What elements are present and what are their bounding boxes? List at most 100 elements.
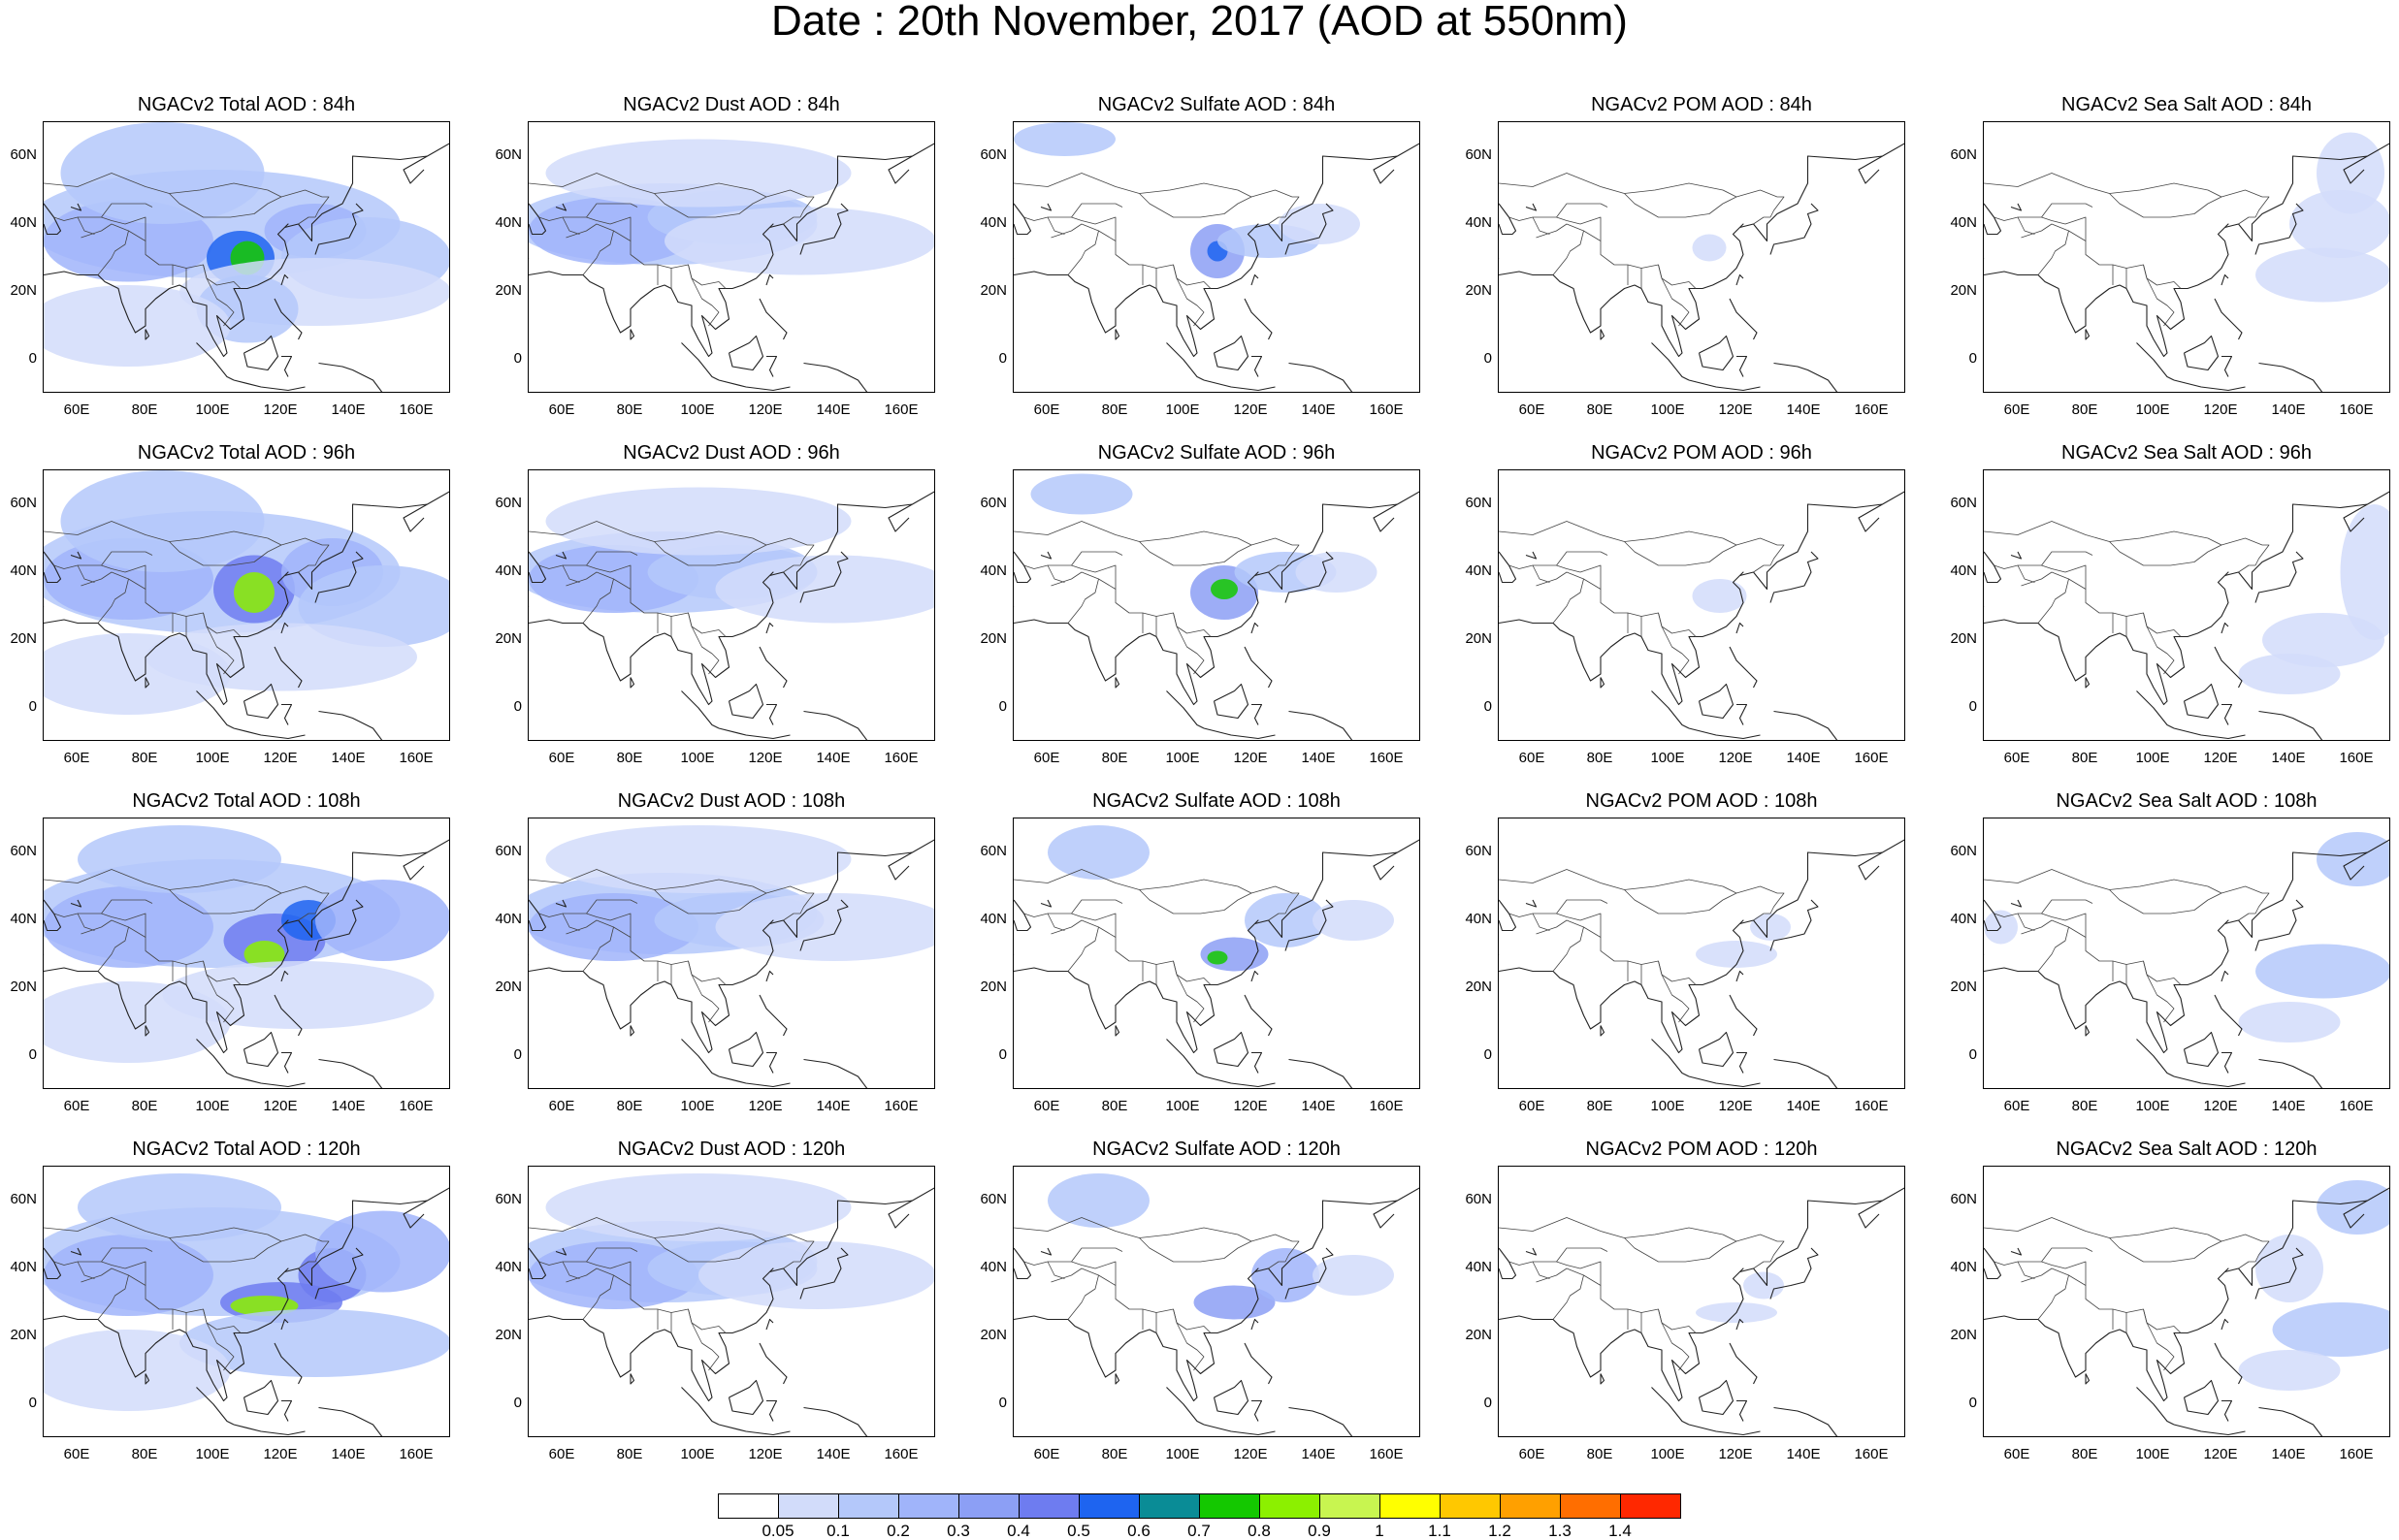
longitude-tick-label: 160E xyxy=(1369,1098,1404,1114)
latitude-tick-label: 60N xyxy=(495,146,522,163)
longitude-tick-label: 120E xyxy=(748,401,783,418)
longitude-tick-label: 80E xyxy=(131,401,158,418)
latitude-tick-label: 0 xyxy=(1968,698,1977,715)
aod-plume xyxy=(2238,1350,2341,1391)
colorbar-tick-label: 1.4 xyxy=(1608,1522,1632,1540)
latitude-tick-label: 0 xyxy=(28,1046,37,1063)
colorbar-swatch xyxy=(778,1493,839,1519)
longitude-tick-label: 160E xyxy=(399,1446,434,1462)
latitude-tick-label: 60N xyxy=(1950,146,1977,163)
aod-plume xyxy=(2255,247,2389,303)
longitude-tick-label: 140E xyxy=(1786,401,1821,418)
colorbar-swatch xyxy=(1079,1493,1140,1519)
aod-plume xyxy=(1295,552,1378,593)
latitude-tick-label: 40N xyxy=(1465,911,1492,927)
longitude-tick-label: 60E xyxy=(2003,750,2030,766)
longitude-tick-label: 100E xyxy=(195,1098,230,1114)
latitude-tick-label: 20N xyxy=(980,1327,1007,1343)
colorbar-tick-label: 0.4 xyxy=(1007,1522,1030,1540)
latitude-tick-label: 60N xyxy=(1465,1191,1492,1207)
longitude-tick-label: 60E xyxy=(1033,750,1060,766)
longitude-tick-label: 140E xyxy=(331,1098,366,1114)
aod-plume xyxy=(2340,504,2389,640)
map-frame xyxy=(1498,818,1905,1089)
latitude-tick-label: 20N xyxy=(1465,1327,1492,1343)
longitude-tick-label: 120E xyxy=(1233,1098,1268,1114)
aod-plume xyxy=(1030,473,1133,515)
longitude-tick-label: 80E xyxy=(2071,750,2098,766)
longitude-tick-label: 160E xyxy=(884,1446,919,1462)
longitude-tick-label: 60E xyxy=(548,750,575,766)
panel-title: NGACv2 Sea Salt AOD : 108h xyxy=(2056,790,2318,812)
latitude-tick-label: 0 xyxy=(513,1395,522,1411)
longitude-tick-label: 140E xyxy=(1301,750,1336,766)
latitude-tick-label: 0 xyxy=(28,350,37,367)
panel-title: NGACv2 Total AOD : 84h xyxy=(137,94,356,115)
aod-plume xyxy=(315,1210,449,1293)
longitude-tick-label: 120E xyxy=(1718,1098,1753,1114)
aod-plume xyxy=(2255,944,2389,999)
panel-title: NGACv2 Total AOD : 120h xyxy=(132,1139,361,1160)
map-panel: NGACv2 Total AOD : 96h 60N 40N 20N 0 60E 80E 10… xyxy=(10,442,450,766)
panel-title: NGACv2 POM AOD : 96h xyxy=(1591,442,1812,464)
longitude-tick-label: 60E xyxy=(2003,401,2030,418)
latitude-tick-label: 60N xyxy=(495,1191,522,1207)
aod-plume xyxy=(44,285,231,367)
latitude-tick-label: 40N xyxy=(1465,214,1492,231)
longitude-tick-label: 160E xyxy=(1854,401,1889,418)
aod-plume xyxy=(1696,941,1777,968)
latitude-tick-label: 40N xyxy=(980,911,1007,927)
latitude-tick-label: 0 xyxy=(1483,1046,1492,1063)
panel-title: NGACv2 Dust AOD : 96h xyxy=(623,442,840,464)
longitude-tick-label: 100E xyxy=(680,1098,715,1114)
map-frame xyxy=(528,121,935,393)
longitude-tick-label: 80E xyxy=(2071,401,2098,418)
latitude-tick-label: 40N xyxy=(10,911,37,927)
longitude-tick-label: 140E xyxy=(816,750,851,766)
longitude-tick-label: 80E xyxy=(1101,750,1128,766)
longitude-tick-label: 100E xyxy=(2135,750,2170,766)
longitude-tick-label: 120E xyxy=(263,750,298,766)
aod-plume xyxy=(1211,579,1238,599)
latitude-tick-label: 0 xyxy=(513,1046,522,1063)
latitude-tick-label: 20N xyxy=(10,630,37,647)
map-frame xyxy=(1983,818,2390,1089)
panel-grid: NGACv2 Total AOD : 84h 60N 40N 20N 0 60E 80E 10… xyxy=(10,94,2390,1462)
aod-plume xyxy=(44,633,231,715)
latitude-tick-label: 60N xyxy=(10,495,37,511)
longitude-tick-label: 160E xyxy=(399,1098,434,1114)
aod-plume xyxy=(715,893,934,961)
longitude-tick-label: 60E xyxy=(2003,1446,2030,1462)
colorbar-tick-label: 0.1 xyxy=(827,1522,850,1540)
colorbar-swatch xyxy=(1620,1493,1681,1519)
map-panel: NGACv2 Total AOD : 108h 60N 40N 20N 0 60E 80E 1… xyxy=(10,790,450,1114)
aod-plume xyxy=(162,961,435,1029)
latitude-tick-label: 20N xyxy=(1950,630,1977,647)
colorbar-swatch xyxy=(1199,1493,1260,1519)
aod-plume xyxy=(1193,1285,1276,1320)
map-panel: NGACv2 POM AOD : 120h 60N 40N 20N 0 60E 80E 100… xyxy=(1465,1139,1905,1462)
latitude-tick-label: 60N xyxy=(1465,843,1492,859)
longitude-tick-label: 60E xyxy=(1518,1446,1545,1462)
longitude-tick-label: 60E xyxy=(63,401,90,418)
aod-map xyxy=(1984,832,2389,1088)
latitude-tick-label: 40N xyxy=(10,1259,37,1275)
longitude-tick-label: 120E xyxy=(1718,750,1753,766)
aod-plume xyxy=(1207,950,1228,965)
map-frame xyxy=(1983,121,2390,393)
aod-plume xyxy=(1750,914,1791,941)
map-panel: NGACv2 Dust AOD : 96h 60N 40N 20N 0 60E 80E 100… xyxy=(495,442,935,766)
map-frame xyxy=(43,818,450,1089)
longitude-tick-label: 60E xyxy=(2003,1098,2030,1114)
longitude-tick-label: 80E xyxy=(2071,1446,2098,1462)
longitude-tick-label: 120E xyxy=(1233,401,1268,418)
aod-map xyxy=(529,139,934,392)
latitude-tick-label: 0 xyxy=(998,698,1007,715)
aod-plume xyxy=(2238,1002,2341,1043)
longitude-tick-label: 140E xyxy=(816,401,851,418)
panel-title: NGACv2 POM AOD : 108h xyxy=(1585,790,1818,812)
latitude-tick-label: 60N xyxy=(1950,843,1977,859)
aod-plume xyxy=(1245,893,1326,947)
latitude-tick-label: 60N xyxy=(1950,1191,1977,1207)
latitude-tick-label: 40N xyxy=(1950,562,1977,579)
